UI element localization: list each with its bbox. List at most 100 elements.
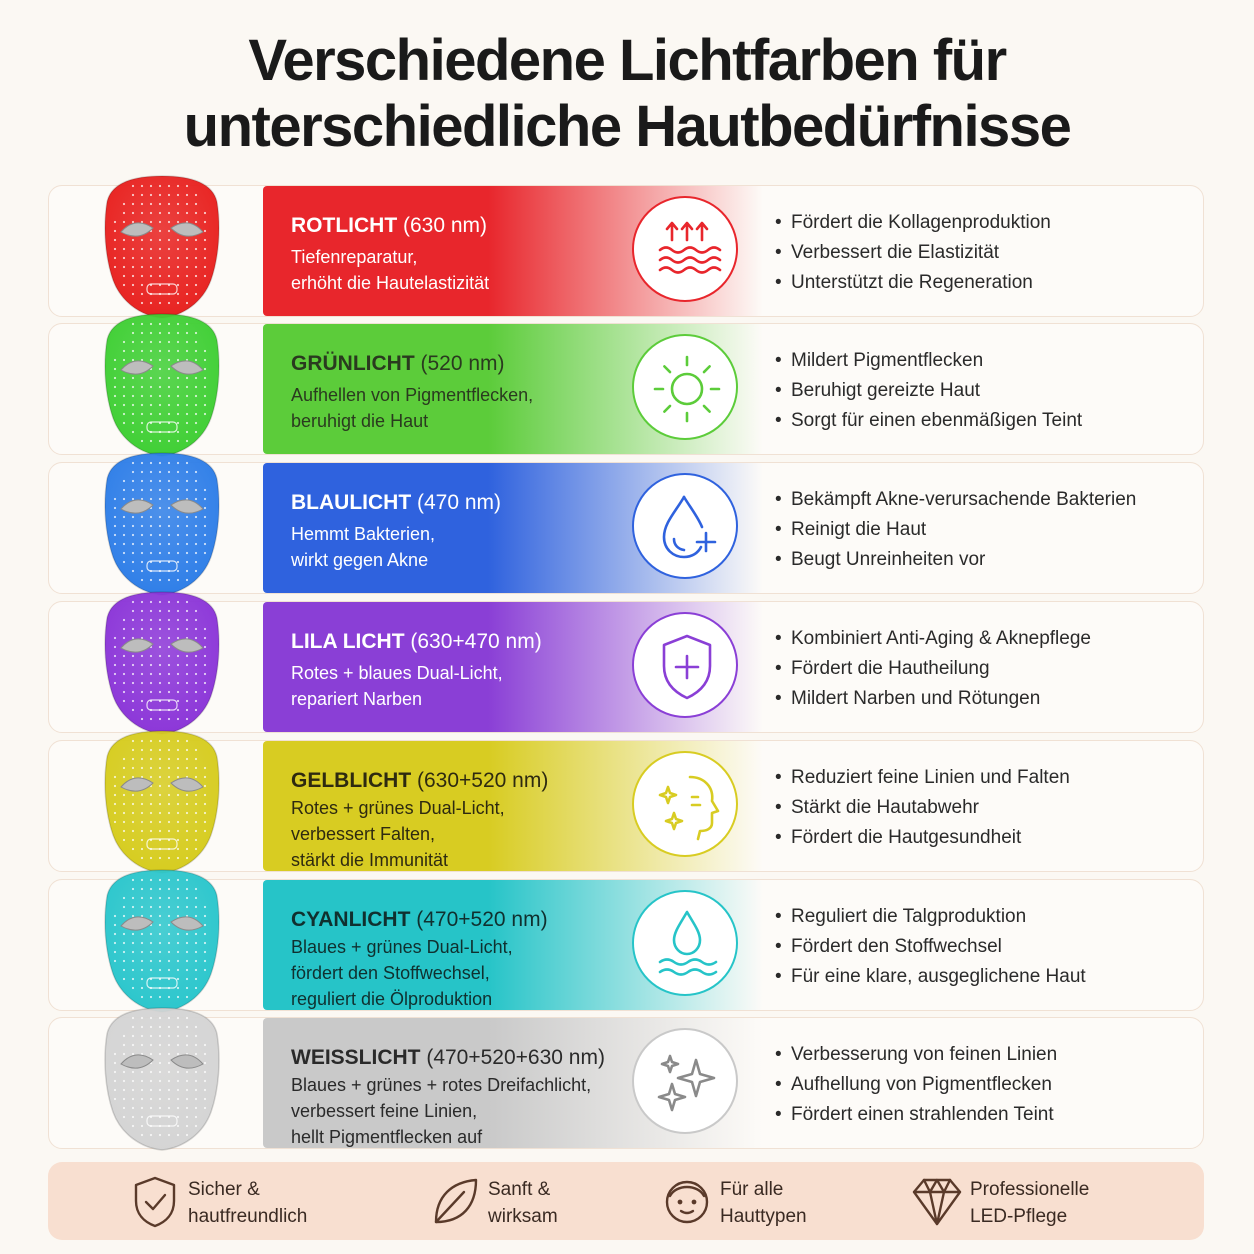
feature-line: LED-Pflege [970,1206,1068,1227]
description-line: Tiefenreparatur, [291,247,418,267]
feature-label: Sicher & hautfreundlich [188,1176,307,1230]
light-wavelength: (470+520+630 nm) [420,1046,605,1069]
face-sparkle-icon [658,775,720,841]
description-line: repariert Narben [291,689,423,709]
benefit-list: Verbesserung von feinen LinienAufhellung… [775,1040,1057,1130]
benefit-item: Fördert einen strahlenden Teint [775,1100,1057,1130]
light-wavelength: (630+520 nm) [411,769,549,792]
description-line: verbessert feine Linien, [291,1101,478,1121]
light-name: ROTLICHT [291,214,398,237]
description-line: stärkt die Immunität [291,850,449,870]
benefit-item: Reduziert feine Linien und Falten [775,763,1070,793]
led-mask-icon [104,730,220,874]
feature-line: Für alle [720,1179,784,1200]
description-line: reguliert die Ölproduktion [291,989,493,1009]
description-line: hellt Pigmentflecken auf [291,1127,483,1147]
feature-line: Sicher & [188,1179,260,1200]
benefit-item: Unterstützt die Regeneration [775,268,1051,298]
light-name: LILA LICHT [291,630,405,653]
feature-item: Sicher & hautfreundlich [128,1162,408,1240]
led-mask-icon [104,313,220,457]
sun-icon [653,355,721,423]
benefit-item: Kombiniert Anti-Aging & Aknepflege [775,624,1091,654]
feature-line: Professionelle [970,1179,1090,1200]
light-title: CYANLICHT (470+520 nm) [291,908,548,932]
shield-check-icon [134,1176,176,1228]
feature-line: Sanft & [488,1179,551,1200]
light-title: GRÜNLICHT (520 nm) [291,352,505,376]
description-line: erhöht die Hautelastizität [291,273,490,293]
benefit-list: Reguliert die TalgproduktionFördert den … [775,902,1086,992]
leaf-icon [434,1178,478,1224]
icon-badge [632,334,738,440]
light-title: ROTLICHT (630 nm) [291,214,487,238]
light-title: GELBLICHT (630+520 nm) [291,769,548,793]
light-title: BLAULICHT (470 nm) [291,491,501,515]
feature-bar: Sicher & hautfreundlich Sanft & wirksam Für … [48,1162,1204,1240]
page-title: Verschiedene Lichtfarben für unterschied… [0,28,1254,160]
led-mask-icon [104,452,220,596]
light-description: Blaues + grünes + rotes Dreifachlicht, ve… [291,1072,591,1150]
benefit-item: Verbesserung von feinen Linien [775,1040,1057,1070]
icon-badge [632,1028,738,1134]
light-row: GRÜNLICHT (520 nm) Aufhellen von Pigmentf… [48,313,1204,457]
light-name: GRÜNLICHT [291,352,415,375]
led-mask-icon [104,869,220,1013]
benefit-item: Fördert die Hautgesundheit [775,823,1070,853]
description-line: verbessert Falten, [291,824,436,844]
description-line: Hemmt Bakterien, [291,524,436,544]
benefit-item: Für eine klare, ausgeglichene Haut [775,962,1086,992]
light-row: WEISSLICHT (470+520+630 nm) Blaues + grün… [48,1007,1204,1151]
feature-label: Für alle Hauttypen [720,1176,807,1230]
light-description: Rotes + grünes Dual-Licht, verbessert Fal… [291,795,505,873]
icon-badge [632,751,738,857]
benefit-item: Verbessert die Elastizität [775,238,1051,268]
benefit-list: Kombiniert Anti-Aging & AknepflegeFörder… [775,624,1091,714]
light-wavelength: (630+470 nm) [404,630,542,653]
sparkles-icon [657,1054,716,1112]
description-line: Blaues + grünes Dual-Licht, [291,937,513,957]
light-description: Tiefenreparatur, erhöht die Hautelastizit… [291,244,489,296]
light-description: Hemmt Bakterien, wirkt gegen Akne [291,521,435,573]
benefit-item: Beugt Unreinheiten vor [775,545,1136,575]
light-name: CYANLICHT [291,908,411,931]
description-line: Aufhellen von Pigmentflecken, [291,385,534,405]
description-line: Rotes + blaues Dual-Licht, [291,663,503,683]
feature-label: Professionelle LED-Pflege [970,1176,1089,1230]
light-wavelength: (520 nm) [414,352,505,375]
feature-line: Hauttypen [720,1206,807,1227]
benefit-item: Beruhigt gereizte Haut [775,376,1082,406]
light-row: LILA LICHT (630+470 nm) Rotes + blaues Du… [48,591,1204,735]
face-icon [665,1180,709,1224]
benefit-item: Reguliert die Talgproduktion [775,902,1086,932]
diamond-icon [912,1178,962,1226]
light-name: GELBLICHT [291,769,412,792]
benefit-item: Fördert die Hautheilung [775,654,1091,684]
icon-badge [632,473,738,579]
shield-plus-icon [662,634,712,700]
feature-item: Professionelle LED-Pflege [910,1162,1190,1240]
light-title: WEISSLICHT (470+520+630 nm) [291,1046,605,1070]
description-line: fördert den Stoffwechsel, [291,963,490,983]
heat-waves-icon [658,221,722,274]
description-line: beruhigt die Haut [291,411,429,431]
benefit-list: Reduziert feine Linien und FaltenStärkt … [775,763,1070,853]
description-line: Blaues + grünes + rotes Dreifachlicht, [291,1075,592,1095]
benefit-item: Reinigt die Haut [775,515,1136,545]
light-row: BLAULICHT (470 nm) Hemmt Bakterien, wirkt … [48,452,1204,596]
led-mask-icon [104,591,220,735]
light-wavelength: (470 nm) [411,491,502,514]
benefit-item: Aufhellung von Pigmentflecken [775,1070,1057,1100]
feature-item: Sanft & wirksam [428,1162,708,1240]
light-description: Blaues + grünes Dual-Licht, fördert den S… [291,934,513,1012]
benefit-item: Mildert Narben und Rötungen [775,684,1091,714]
light-description: Aufhellen von Pigmentflecken, beruhigt di… [291,382,533,434]
light-description: Rotes + blaues Dual-Licht, repariert Narb… [291,660,503,712]
benefit-item: Bekämpft Akne-verursachende Bakterien [775,485,1136,515]
description-line: wirkt gegen Akne [291,550,429,570]
benefit-list: Mildert PigmentfleckenBeruhigt gereizte … [775,346,1082,436]
light-name: BLAULICHT [291,491,412,514]
feature-line: hautfreundlich [188,1206,308,1227]
benefit-item: Fördert den Stoffwechsel [775,932,1086,962]
led-mask-icon [104,1007,220,1151]
